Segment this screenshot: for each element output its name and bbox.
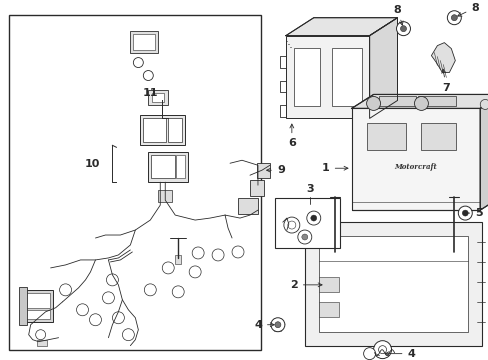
Text: 2: 2	[289, 280, 322, 290]
Circle shape	[89, 314, 101, 326]
Circle shape	[102, 292, 114, 304]
Circle shape	[162, 262, 174, 274]
Circle shape	[133, 58, 143, 68]
Bar	[293, 48, 319, 107]
Bar	[151, 155, 175, 178]
Bar	[318, 236, 468, 332]
Circle shape	[77, 304, 88, 316]
Bar	[274, 198, 339, 248]
Text: 3: 3	[305, 184, 313, 194]
Bar	[148, 90, 168, 105]
Circle shape	[106, 274, 118, 286]
Circle shape	[36, 330, 45, 340]
Bar	[133, 33, 155, 50]
Circle shape	[122, 329, 134, 341]
Bar	[37, 340, 46, 346]
Bar	[148, 152, 188, 182]
Text: 8: 8	[457, 3, 478, 16]
Bar	[421, 123, 455, 150]
Bar	[9, 15, 261, 350]
Circle shape	[479, 99, 488, 109]
Circle shape	[447, 11, 460, 25]
Circle shape	[310, 215, 316, 221]
Bar	[22, 290, 53, 322]
Bar	[378, 96, 416, 107]
Circle shape	[373, 341, 391, 359]
Circle shape	[400, 26, 406, 32]
Circle shape	[144, 284, 156, 296]
Circle shape	[60, 284, 71, 296]
Bar	[19, 287, 27, 325]
Bar	[331, 48, 361, 107]
Text: 4: 4	[254, 320, 274, 330]
Polygon shape	[479, 94, 488, 210]
Circle shape	[172, 286, 184, 298]
Bar	[152, 94, 164, 103]
Circle shape	[378, 346, 386, 354]
Circle shape	[270, 318, 285, 332]
Bar	[175, 255, 181, 264]
Bar	[158, 190, 172, 202]
Circle shape	[297, 230, 311, 244]
Polygon shape	[351, 94, 488, 108]
Text: Motorcraft: Motorcraft	[394, 163, 436, 171]
Bar	[418, 96, 455, 107]
Circle shape	[301, 234, 307, 240]
Circle shape	[189, 266, 201, 278]
Circle shape	[414, 96, 427, 111]
Text: 5: 5	[462, 208, 482, 218]
Bar	[130, 31, 158, 53]
Bar	[318, 277, 338, 292]
Circle shape	[192, 247, 203, 259]
Bar	[176, 155, 185, 178]
Bar	[304, 222, 481, 346]
Circle shape	[274, 322, 280, 328]
Text: 6: 6	[287, 124, 295, 148]
Bar	[26, 310, 49, 319]
Bar	[256, 163, 269, 178]
Circle shape	[396, 22, 409, 36]
Bar	[285, 36, 369, 118]
Circle shape	[366, 96, 380, 111]
Circle shape	[306, 211, 320, 225]
Circle shape	[287, 221, 295, 229]
Text: 8: 8	[393, 5, 402, 25]
Text: 9: 9	[266, 165, 284, 175]
Bar	[238, 198, 258, 214]
Circle shape	[143, 71, 153, 81]
Polygon shape	[285, 18, 397, 36]
Bar	[249, 180, 264, 196]
Bar	[168, 118, 182, 142]
Circle shape	[284, 217, 299, 233]
Bar	[366, 123, 406, 150]
Circle shape	[212, 249, 224, 261]
Circle shape	[112, 312, 124, 324]
Polygon shape	[369, 18, 397, 118]
Circle shape	[363, 348, 375, 360]
Bar	[140, 116, 185, 145]
Text: 7: 7	[441, 69, 449, 93]
Circle shape	[461, 210, 468, 216]
Bar	[26, 293, 49, 308]
Text: 10: 10	[85, 159, 100, 169]
Text: 1: 1	[321, 163, 347, 173]
Bar	[318, 302, 338, 317]
Polygon shape	[430, 42, 454, 72]
Text: 11: 11	[142, 89, 158, 98]
Bar	[351, 108, 479, 210]
Circle shape	[457, 206, 471, 220]
Circle shape	[232, 246, 244, 258]
Text: 4: 4	[385, 348, 414, 359]
Bar	[143, 118, 166, 142]
Circle shape	[450, 15, 456, 21]
